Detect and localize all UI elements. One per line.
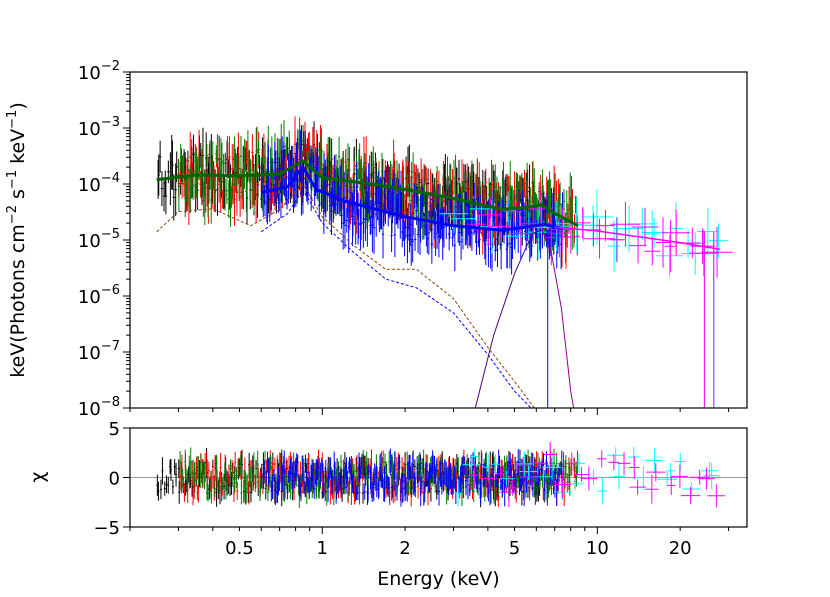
x-tick-label: 1 <box>317 538 328 559</box>
y-tick-base: 10 <box>78 63 101 84</box>
y-tick-exp: −4 <box>101 171 120 186</box>
model-line-component-line-fall <box>541 229 575 408</box>
y-tick-label: 10−2 <box>78 59 120 84</box>
x-tick-label: 10 <box>586 538 609 559</box>
y-tick-base: 10 <box>78 287 101 308</box>
y-axis-label-part: −1 <box>5 170 20 189</box>
y-tick-exp: −3 <box>101 115 120 130</box>
y-tick-label: 10−3 <box>78 115 120 140</box>
y-tick-label-residual: 0 <box>109 469 120 490</box>
y-tick-exp: −6 <box>101 283 120 298</box>
model-line-component-thermal-red <box>156 183 535 408</box>
y-axis-label-part: −1 <box>5 110 20 129</box>
y-tick-label: 10−6 <box>78 283 120 308</box>
y-tick-base: 10 <box>78 231 101 252</box>
y-tick-exp: −5 <box>101 227 120 242</box>
y-tick-exp: −7 <box>101 339 120 354</box>
series-resid-magenta <box>467 442 726 508</box>
residual-data-layer <box>130 442 747 508</box>
y-axis-label-part: s <box>7 189 29 205</box>
y-axis-label-part: keV(Photons cm <box>7 224 29 378</box>
y-tick-label: 10−4 <box>78 171 120 196</box>
series-resid-blue <box>260 448 563 507</box>
y-axis-label-part: keV <box>7 129 29 170</box>
y-axis-label-residual: χ <box>27 471 49 482</box>
y-tick-label: 10−7 <box>78 339 120 364</box>
y-tick-label: 10−5 <box>78 227 120 252</box>
y-tick-exp: −2 <box>101 59 120 74</box>
x-tick-label: 2 <box>399 538 410 559</box>
x-axis-label: Energy (keV) <box>377 568 499 590</box>
model-line-model-total-dark <box>156 159 579 228</box>
x-tick-label: 5 <box>509 538 520 559</box>
y-tick-label: 10−8 <box>78 395 120 420</box>
y-axis-label-part: ) <box>7 102 29 109</box>
model-line-component-line-rise <box>474 229 543 408</box>
x-tick-label: 20 <box>669 538 692 559</box>
y-tick-label-residual: −5 <box>93 518 120 539</box>
y-axis-label-part: −2 <box>5 205 20 224</box>
y-tick-label-residual: 5 <box>109 419 120 440</box>
y-tick-base: 10 <box>78 175 101 196</box>
x-tick-label: 0.5 <box>225 538 254 559</box>
y-tick-base: 10 <box>78 399 101 420</box>
y-tick-base: 10 <box>78 343 101 364</box>
series-data-magenta <box>467 188 733 408</box>
y-tick-base: 10 <box>78 119 101 140</box>
model-line-model-total-blue <box>260 165 564 232</box>
y-tick-exp: −8 <box>101 395 120 410</box>
y-axis-label-spectrum: keV(Photons cm−2 s−1 keV−1) <box>5 102 29 378</box>
spectrum-data-layer <box>156 116 733 408</box>
model-line-model-powerlaw <box>554 226 721 251</box>
model-line-component-thermal-blue <box>260 188 532 408</box>
